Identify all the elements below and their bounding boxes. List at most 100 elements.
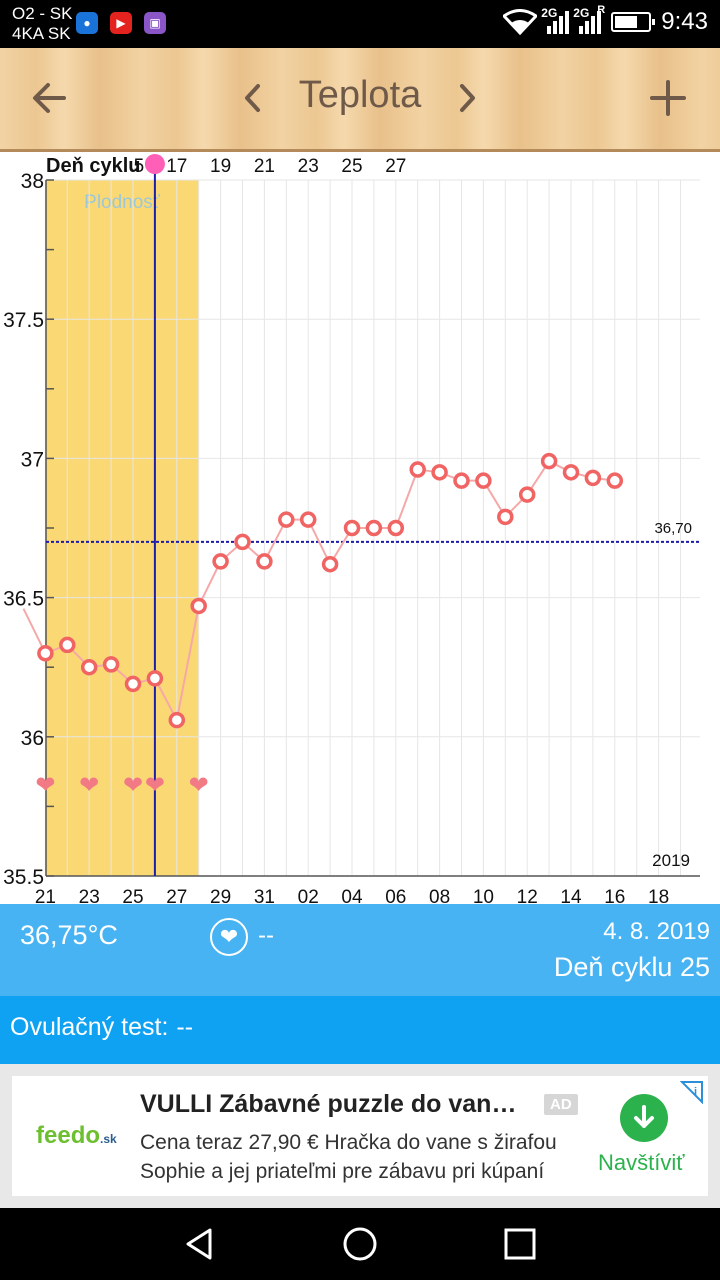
cycle-day: Deň cyklu 25 [553,952,710,982]
battery-icon [611,12,656,32]
youtube-icon: ▶ [110,12,132,34]
y-tick-label: 37.5 [3,309,44,332]
info-bar: 36,75°C ❤ -- 4. 8. 2019 Deň cyklu 25 [0,904,720,996]
top-tick-label: 21 [254,156,275,177]
ovulation-test-value: -- [176,1013,194,1041]
carrier-info: O2 - SK 4KA SK [12,4,72,44]
temperature-point[interactable] [497,508,514,526]
temperature-point[interactable] [37,645,54,662]
temperature-point[interactable] [59,636,76,654]
gallery-icon: ▣ [144,12,166,34]
fertile-window [45,180,199,876]
temperature-line [22,459,615,724]
x-tick-label: 18 [648,887,669,904]
fertile-label: Plodnosť [84,192,161,213]
ad-info-icon[interactable]: i [680,1080,704,1104]
temperature-point[interactable] [168,711,186,729]
x-tick-label: 27 [166,887,187,904]
temperature-chart[interactable]: Plodnosť 38 37.5 37 36.5 36 35.5 21 23 25 27 29 31 02… [0,152,720,904]
chevron-right-icon[interactable] [452,80,482,116]
temperature-point[interactable] [256,553,273,570]
x-tick-label: 31 [254,887,275,904]
temperature-point[interactable] [365,519,383,537]
top-tick-label: 27 [385,156,406,177]
chevron-left-icon[interactable] [238,80,268,116]
x-tick-label: 08 [429,887,450,904]
back-triangle-icon[interactable] [182,1226,218,1262]
ad-title[interactable]: VULLI Zábavné puzzle do vane pre deti [140,1090,530,1118]
ad-visit-button[interactable]: Navštíviť [598,1150,685,1175]
year-label: 2019 [652,851,690,870]
top-tick-label: 23 [298,156,319,177]
wifi-icon [503,9,538,35]
x-tick-label: 04 [341,887,363,904]
top-axis-label: Deň cyklu [46,155,140,177]
y-tick-label: 35.5 [3,866,44,889]
temperature-point[interactable] [584,469,602,487]
temperature-value: 36,75°C [20,920,118,950]
temperature-point[interactable] [562,464,580,481]
ad-logo[interactable]: feedo.sk [36,1122,117,1150]
temperature-point[interactable] [80,658,98,676]
temperature-point[interactable] [190,597,207,615]
temperature-point[interactable] [409,461,426,478]
temperature-point[interactable] [212,553,229,570]
roaming-indicator: R [597,4,606,16]
page-title: Teplota [298,74,422,116]
temperature-point[interactable] [299,511,317,528]
heart-marker-icon: ❤ [79,771,99,799]
svg-text:i: i [694,1086,697,1098]
heart-marker-icon: ❤ [35,771,55,799]
navigation-bar [0,1208,720,1280]
temperature-point[interactable] [278,511,295,528]
x-tick-label: 23 [79,887,100,904]
temperature-point[interactable] [475,472,492,489]
app-bar: Teplota [0,48,720,152]
temperature-point[interactable] [518,486,536,503]
clock: 9:43 [661,8,708,35]
messaging-icon: ● [76,12,98,34]
y-tick-label: 36 [21,727,44,750]
home-circle-icon[interactable] [342,1226,378,1262]
temperature-point[interactable] [453,472,470,489]
x-tick-label: 21 [35,887,56,904]
recents-square-icon[interactable] [502,1226,538,1262]
ovulation-test-row[interactable]: Ovulačný test: -- [0,996,720,1064]
status-bar: O2 - SK 4KA SK ● ▶ ▣ 2G 2G R 9:43 [0,0,720,48]
y-tick-label: 36.5 [3,588,44,611]
x-tick-label: 06 [385,887,406,904]
temperature-point[interactable] [387,519,405,537]
selected-day-marker[interactable] [144,154,165,174]
coverline-label: 36,70 [654,520,692,537]
temperature-point[interactable] [124,675,142,693]
ad-logo-text: feedo [36,1122,101,1149]
heart-icon[interactable]: ❤ [210,918,248,956]
intercourse-value: -- [258,922,274,949]
back-arrow-icon[interactable] [28,76,72,120]
x-tick-label: 25 [122,887,143,904]
x-tick-label: 29 [210,887,231,904]
temperature-point[interactable] [431,464,448,481]
temperature-point[interactable] [343,519,361,537]
top-tick-label: 25 [341,156,362,177]
ad-banner[interactable]: feedo.sk VULLI Zábavné puzzle do vane pr… [12,1076,708,1196]
y-tick-label: 38 [21,170,44,193]
heart-marker-icon: ❤ [189,771,209,799]
temperature-point[interactable] [146,670,164,687]
plus-icon[interactable] [646,76,690,120]
carrier-line-1: O2 - SK [12,4,73,23]
network-type-2: 2G [573,6,590,20]
heart-marker-icon: ❤ [145,771,165,799]
y-tick-label: 37 [21,448,44,471]
temperature-point[interactable] [234,533,251,551]
ad-description[interactable]: Cena teraz 27,90 € Hračka do vane s žira… [140,1131,557,1183]
network-type-1: 2G [541,6,558,20]
heart-marker-icon: ❤ [123,771,143,799]
temperature-point[interactable] [102,656,120,673]
x-tick-label: 10 [473,887,494,904]
temperature-point[interactable] [321,555,339,573]
temperature-point[interactable] [540,452,558,470]
download-arrow-icon[interactable] [620,1094,668,1142]
temperature-point[interactable] [606,472,624,489]
